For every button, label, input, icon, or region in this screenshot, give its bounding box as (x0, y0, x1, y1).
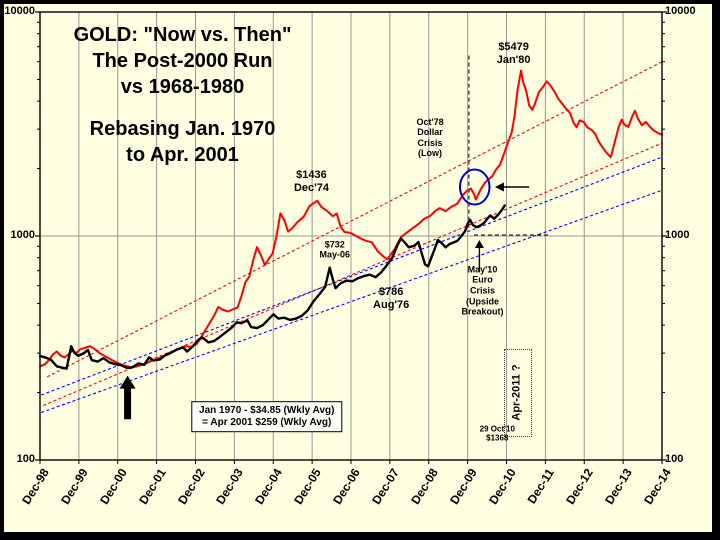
title-line: GOLD: "Now vs. Then" (73, 24, 292, 46)
plot-border (39, 11, 663, 461)
rebase-point-arrow (119, 375, 136, 420)
circle-pointer-arrow-head (494, 182, 504, 192)
apr-2011-annotation: Apr-2011 ? (503, 348, 532, 437)
chart-paper (4, 4, 712, 532)
oct78-crisis-annotation: Oct'78 Dollar Crisis (Low) (416, 116, 444, 159)
rebase-note-annotation: Jan 1970 - $34.85 (Wkly Avg) = Apr 2001 … (191, 400, 343, 433)
y-axis-label-left-1000: 1000 (10, 229, 35, 241)
y-axis-label-right-100: 100 (665, 453, 684, 465)
peak-1436-annotation: $1436 Dec'74 (293, 168, 329, 194)
title-line: Rebasing Jan. 1970 (89, 118, 276, 140)
blue-channel-lower (41, 189, 663, 413)
oct78-highlight-ellipse (458, 168, 491, 206)
blue-channel-upper (41, 156, 663, 396)
title-line: vs 1968-1980 (120, 76, 245, 98)
may10-crisis-annotation: May'10 Euro Crisis (Upside Breakout) (461, 264, 504, 317)
y-axis-label-right-1000: 1000 (665, 229, 690, 241)
series-now-post-2000 (38, 204, 506, 370)
title-line: The Post-2000 Run (92, 50, 273, 72)
may06-732-annotation: $732 May-06 (319, 238, 351, 260)
peak-5479-annotation: $5479 Jan'80 (496, 40, 531, 66)
title-line: to Apr. 2001 (126, 144, 239, 166)
breakout-arrow-head (474, 239, 484, 248)
y-axis-label-left-100: 100 (16, 453, 35, 465)
y-axis-label-left-10000: 10000 (4, 5, 35, 17)
oct10-1368-annotation: 29 Oct'10 $1368 (479, 424, 515, 443)
aug76-786-annotation: $786 Aug'76 (373, 285, 410, 311)
y-axis-label-right-10000: 10000 (665, 5, 696, 17)
title-gap (55, 100, 310, 116)
chart-title: GOLD: "Now vs. Then" The Post-2000 Run v… (55, 22, 310, 168)
